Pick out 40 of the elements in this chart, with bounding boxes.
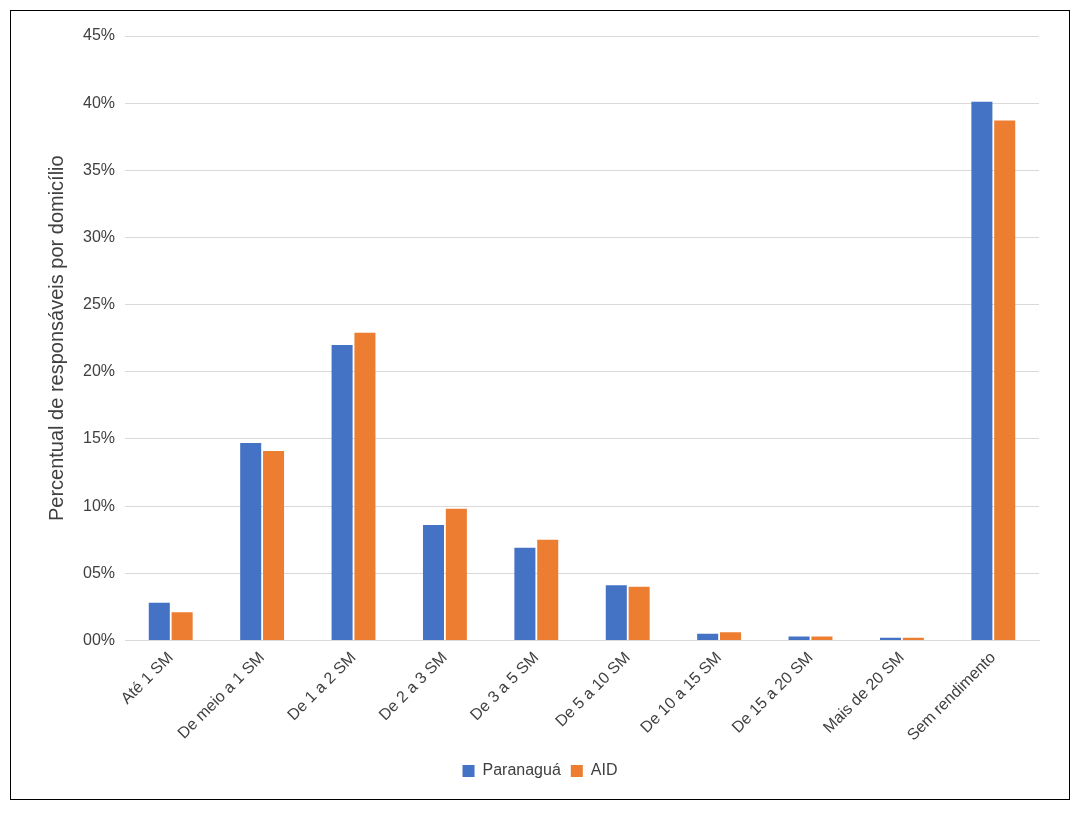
bar bbox=[720, 632, 742, 640]
y-tick-label: 15% bbox=[82, 429, 116, 447]
bar bbox=[263, 451, 285, 640]
bar bbox=[514, 547, 536, 640]
bar bbox=[971, 101, 993, 640]
bar bbox=[697, 633, 719, 640]
bar bbox=[422, 524, 444, 640]
x-tick-label: De 15 a 20 SM bbox=[728, 648, 816, 736]
legend-label: AID bbox=[590, 761, 618, 779]
bar bbox=[240, 442, 262, 640]
x-tick-label: De 2 a 3 SM bbox=[375, 648, 451, 724]
bar bbox=[788, 636, 810, 640]
bar bbox=[445, 508, 467, 640]
x-tick-label: De 3 a 5 SM bbox=[466, 648, 542, 724]
x-tick-label: De 10 a 15 SM bbox=[636, 648, 725, 736]
bar bbox=[331, 344, 353, 640]
x-tick-label: De 1 a 2 SM bbox=[283, 648, 359, 724]
bar bbox=[171, 612, 193, 640]
bar bbox=[994, 120, 1016, 640]
x-tick-label: Até 1 SM bbox=[117, 648, 176, 707]
bar bbox=[628, 586, 650, 640]
y-tick-label: 05% bbox=[82, 563, 116, 581]
bar bbox=[537, 539, 559, 640]
bar bbox=[148, 602, 170, 640]
bar bbox=[902, 637, 924, 640]
bar bbox=[354, 332, 376, 640]
x-tick-label: De 5 a 10 SM bbox=[551, 648, 633, 730]
bar bbox=[605, 585, 627, 640]
y-tick-label: 25% bbox=[82, 295, 116, 313]
y-tick-label: 10% bbox=[82, 496, 116, 514]
legend-label: Paranaguá bbox=[482, 761, 561, 779]
bar bbox=[811, 636, 833, 640]
y-tick-label: 00% bbox=[82, 630, 116, 648]
y-tick-label: 30% bbox=[82, 227, 116, 245]
y-tick-label: 20% bbox=[82, 362, 116, 380]
bar bbox=[879, 637, 901, 640]
y-tick-label: 40% bbox=[82, 93, 116, 111]
y-tick-label: 35% bbox=[82, 160, 116, 178]
y-tick-label: 45% bbox=[82, 26, 116, 44]
y-axis-title: Percentual de responsáveis por domicílio bbox=[44, 155, 67, 522]
